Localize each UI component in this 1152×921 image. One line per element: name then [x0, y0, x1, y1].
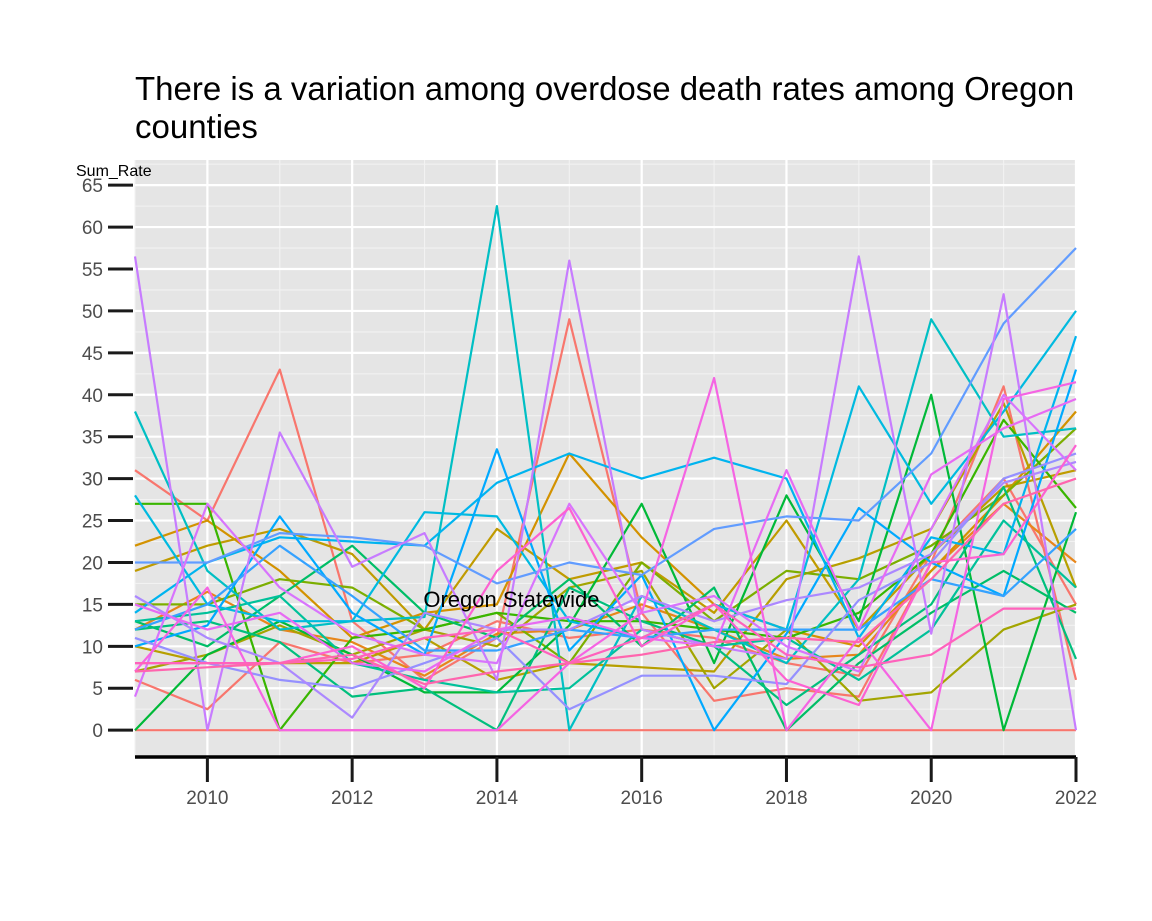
y-tick-label: 0: [92, 721, 103, 742]
series-line-13: [134, 485, 1078, 732]
x-tick-label: 2010: [186, 788, 228, 809]
y-tick-label: 45: [82, 344, 103, 365]
y-tick-label: 35: [82, 428, 103, 449]
y-tick-label: 5: [92, 679, 103, 700]
series-line-27: [135, 444, 1077, 707]
series-line-10: [135, 418, 1077, 732]
series-line-20: [135, 247, 1077, 585]
annotation-label: Oregon Statewide: [423, 587, 599, 612]
x-tick-label: 2012: [331, 788, 373, 809]
x-tick-label: 2016: [621, 788, 663, 809]
x-tick-label: 2018: [765, 788, 807, 809]
y-axis-label: Sum_Rate: [76, 163, 152, 180]
y-tick-label: 50: [82, 302, 103, 323]
y-tick-label: 20: [82, 553, 103, 574]
series-line-11: [134, 393, 1078, 732]
y-tick-label: 55: [82, 260, 103, 281]
y-tick-label: 65: [82, 176, 103, 197]
series-line-24: [133, 393, 1077, 697]
y-tick-label: 40: [82, 386, 103, 407]
x-tick-label: 2022: [1055, 788, 1097, 809]
annotations: Oregon Statewide: [423, 587, 599, 612]
axes: 0 5 10 15 20 25 30 35 40 45 50 55 60 65 2010 2012 2014 20…: [82, 176, 1097, 809]
series-line-15: [133, 205, 1077, 732]
chart-title: There is a variation among overdose deat…: [135, 70, 1075, 145]
x-tick-label: 2014: [476, 788, 519, 809]
series-line-23: [133, 255, 1078, 732]
y-tick-label: 30: [82, 470, 103, 491]
x-tick-label: 2020: [910, 788, 952, 809]
series-lines: [133, 205, 1078, 732]
y-tick-label: 25: [82, 512, 103, 533]
y-tick-label: 10: [82, 637, 103, 658]
series-line-25: [134, 397, 1077, 673]
series-line-29: [134, 477, 1077, 686]
series-line-26: [134, 376, 1077, 732]
y-tick-label: 15: [82, 595, 103, 616]
y-tick-label: 60: [82, 218, 103, 239]
series-line-5: [134, 410, 1077, 648]
series-line-22: [134, 460, 1077, 719]
